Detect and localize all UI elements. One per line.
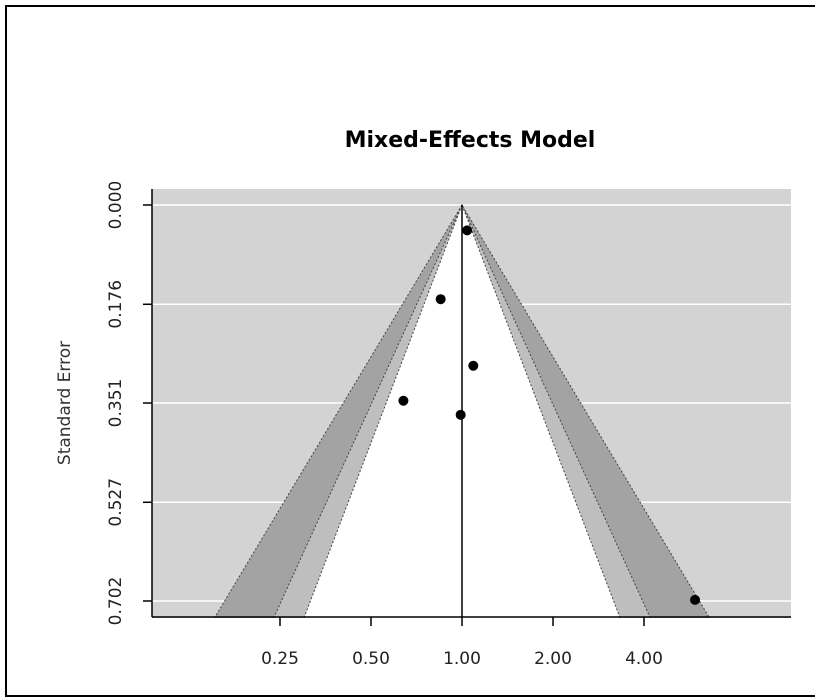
y-tick-label-4: 0.702 bbox=[106, 577, 126, 626]
chart-title: Mixed-Effects Model bbox=[345, 128, 596, 153]
data-point-3 bbox=[398, 395, 409, 406]
y-tick-label-1: 0.176 bbox=[106, 280, 126, 329]
data-points bbox=[398, 225, 701, 605]
y-tick-label-3: 0.527 bbox=[106, 478, 126, 527]
data-point-0 bbox=[462, 225, 473, 236]
plot-area bbox=[152, 189, 791, 618]
x-tick-label-1: 0.50 bbox=[352, 649, 390, 669]
x-tick-label-4: 4.00 bbox=[625, 649, 663, 669]
x-tick-label-3: 2.00 bbox=[534, 649, 572, 669]
y-tick-label-0: 0.000 bbox=[106, 181, 126, 230]
y-axis-ticks: 0.000 0.176 0.351 0.527 0.702 bbox=[106, 181, 152, 626]
x-tick-label-2: 1.00 bbox=[443, 649, 481, 669]
y-axis-label: Standard Error bbox=[55, 341, 75, 465]
x-tick-label-0: 0.25 bbox=[261, 649, 299, 669]
y-tick-label-2: 0.351 bbox=[106, 379, 126, 428]
data-point-1 bbox=[435, 294, 446, 305]
data-point-4 bbox=[455, 409, 466, 420]
data-point-2 bbox=[468, 360, 479, 371]
x-axis-ticks: 0.25 0.50 1.00 2.00 4.00 bbox=[261, 617, 663, 669]
data-point-5 bbox=[690, 594, 701, 605]
